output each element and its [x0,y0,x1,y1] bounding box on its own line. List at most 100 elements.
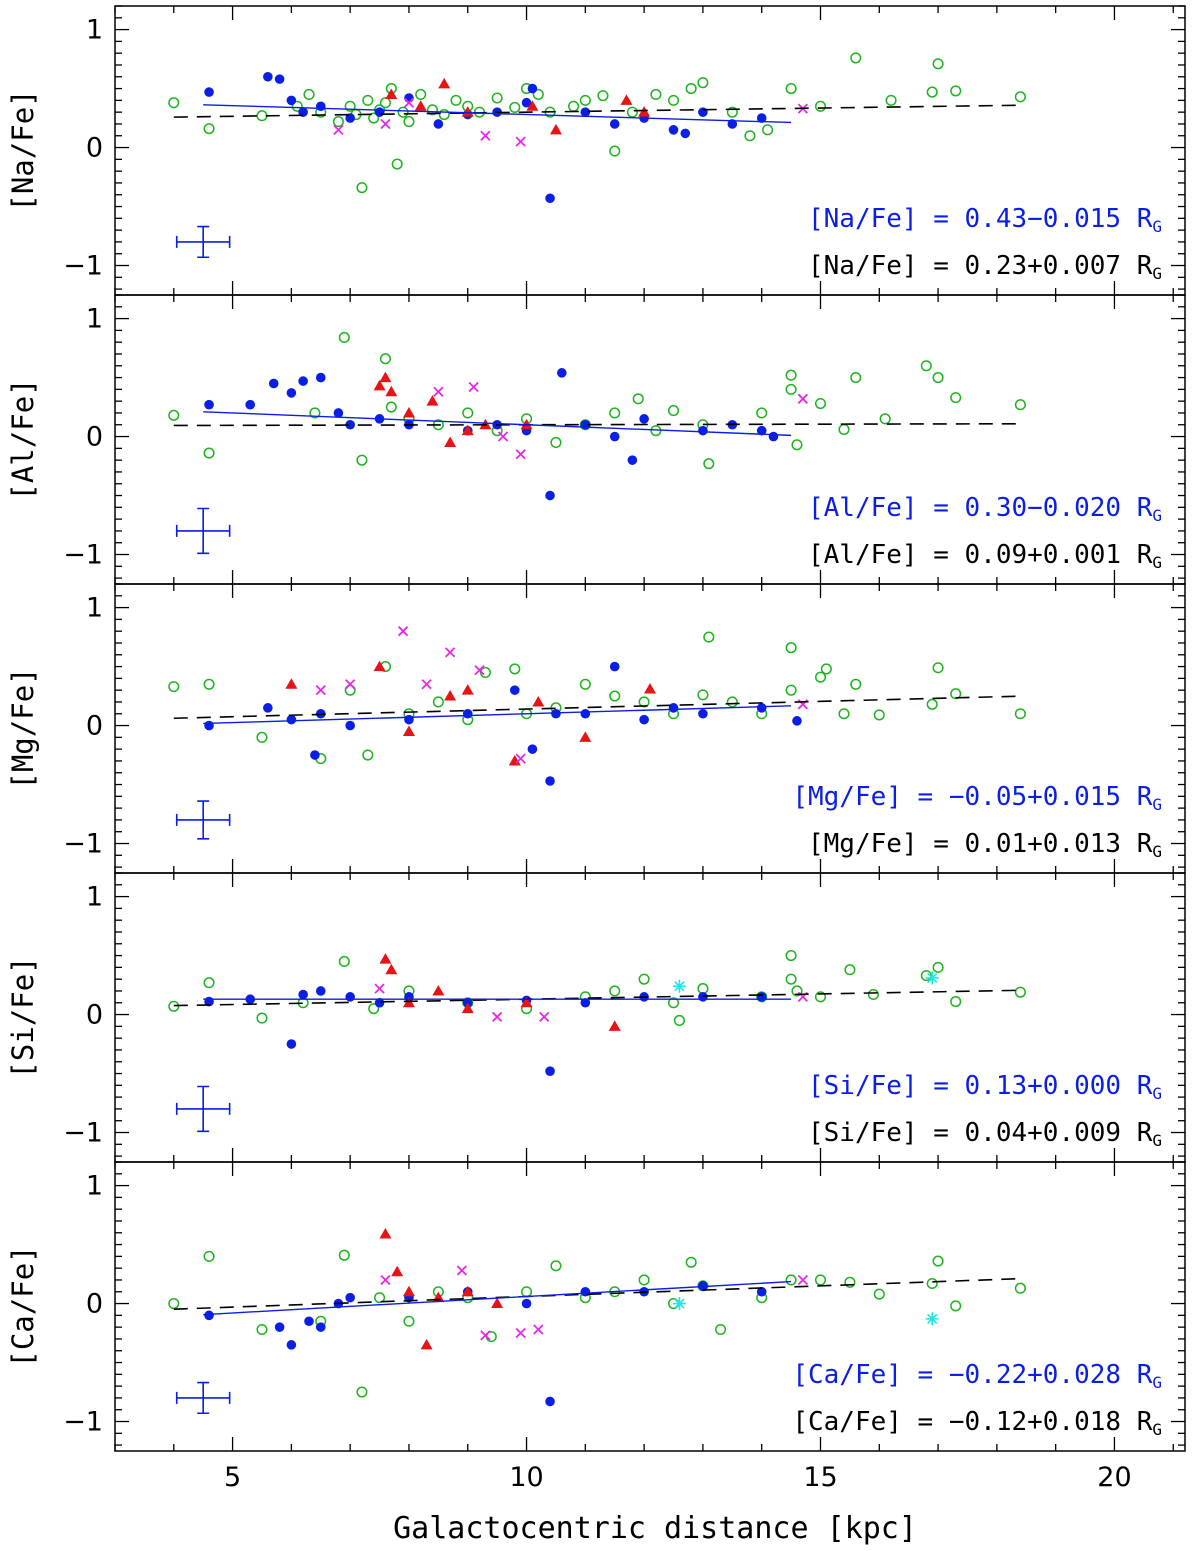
open-circle-point [256,1323,268,1336]
filled-circle-point [345,1292,355,1303]
filled-circle-point [509,685,520,695]
cross-point [468,381,479,393]
open-circle-point [597,90,609,102]
filled-circle-point [268,378,279,389]
fit-line-blue [203,411,792,437]
filled-triangle-point [420,1338,433,1350]
open-circle-point [926,698,938,710]
open-circle-point [368,112,380,124]
filled-circle-point [310,750,320,760]
error-bar [175,507,231,555]
filled-triangle-point [385,88,398,99]
y-axis-label: [Mg/Fe] [6,667,40,789]
open-circle-point [550,436,562,448]
series-cross [315,626,808,764]
open-circle-point [303,88,315,101]
filled-circle-point [286,1340,297,1350]
filled-triangle-point [532,695,545,707]
y-tick-label: 0 [86,711,103,742]
open-circle-point [415,88,427,101]
series-filled-triangle [379,1227,504,1350]
open-circle-point [697,77,709,89]
filled-triangle-point [644,682,656,694]
open-circle-point [744,130,756,142]
series-asterisk [672,1297,939,1326]
filled-circle-point [639,414,649,424]
fit-equation-black: [Ca/Fe] = −0.12+0.018 RG [792,1407,1162,1439]
filled-circle-point [698,425,708,436]
series-cross [433,381,808,460]
open-circle-point [932,58,944,70]
filled-circle-point [345,720,355,731]
filled-circle-point [727,119,738,129]
cross-point [397,626,409,637]
cross-point [403,97,415,108]
open-circle-point [932,662,944,674]
open-circle-point [926,86,938,98]
open-circle-point [626,106,638,118]
y-tick-label: 1 [86,593,103,624]
filled-triangle-point [373,379,386,391]
open-circle-point [791,439,803,451]
filled-circle-point [345,419,355,430]
open-circle-point [638,973,650,985]
fit-equation-black: [Na/Fe] = 0.23+0.007 RG [808,251,1162,283]
open-circle-point [785,1274,797,1286]
open-circle-point [462,407,474,419]
filled-triangle-point [579,731,592,742]
filled-triangle-point [391,1265,404,1277]
open-circle-point [926,1277,938,1290]
error-bar [175,225,231,259]
open-circle-point [785,383,797,395]
filled-circle-point [404,714,414,725]
open-circle-point [667,405,680,417]
cross-point [492,1011,503,1023]
open-circle-point [703,458,715,470]
open-circle-point [703,631,715,643]
open-circle-point [309,407,321,419]
cross-point [345,679,356,690]
series-filled-triangle [373,371,533,447]
filled-triangle-point [461,106,474,117]
cross-point [515,136,526,147]
open-circle-point [609,407,621,419]
filled-circle-point [639,714,649,725]
open-circle-point [932,1255,944,1267]
filled-circle-point [756,992,767,1002]
filled-triangle-point [426,395,439,406]
open-circle-point [850,678,862,690]
open-circle-point [385,401,397,413]
filled-circle-point [286,388,297,398]
cross-point [474,664,485,676]
x-tick-label: 15 [803,1462,837,1493]
x-tick-labels: 5 10 15 20 [224,1462,1132,1493]
filled-circle-point [245,399,256,410]
cross-point [515,1327,526,1339]
filled-circle-point [557,368,567,378]
filled-circle-point [580,1286,591,1297]
open-circle-point [697,689,709,701]
open-circle-point [1014,986,1026,998]
open-circle-point [697,983,709,995]
open-circle-point [479,666,491,679]
filled-circle-point [698,708,708,719]
filled-triangle-point [285,678,298,689]
cross-point [421,679,432,690]
filled-circle-point [756,1286,767,1297]
open-circle-point [332,116,344,128]
open-circle-point [638,1274,650,1286]
open-circle-point [850,52,862,64]
cross-point [380,1274,391,1286]
fit-equation-blue: [Ca/Fe] = −0.22+0.028 RG [792,1360,1162,1392]
filled-circle-point [527,744,538,754]
filled-triangle-point [549,123,562,135]
filled-circle-point [580,107,591,117]
filled-circle-point [315,1322,326,1332]
series-filled-triangle [285,660,656,766]
open-circle-point [609,985,621,997]
filled-circle-point [204,720,214,731]
x-tick-label: 20 [1097,1462,1131,1493]
open-circle-point [785,83,797,95]
panel-5: 1 0 −1 [Ca/Fe] [Ca/Fe] = −0.22+0.028 RG [Ca/F… [6,1161,1186,1452]
